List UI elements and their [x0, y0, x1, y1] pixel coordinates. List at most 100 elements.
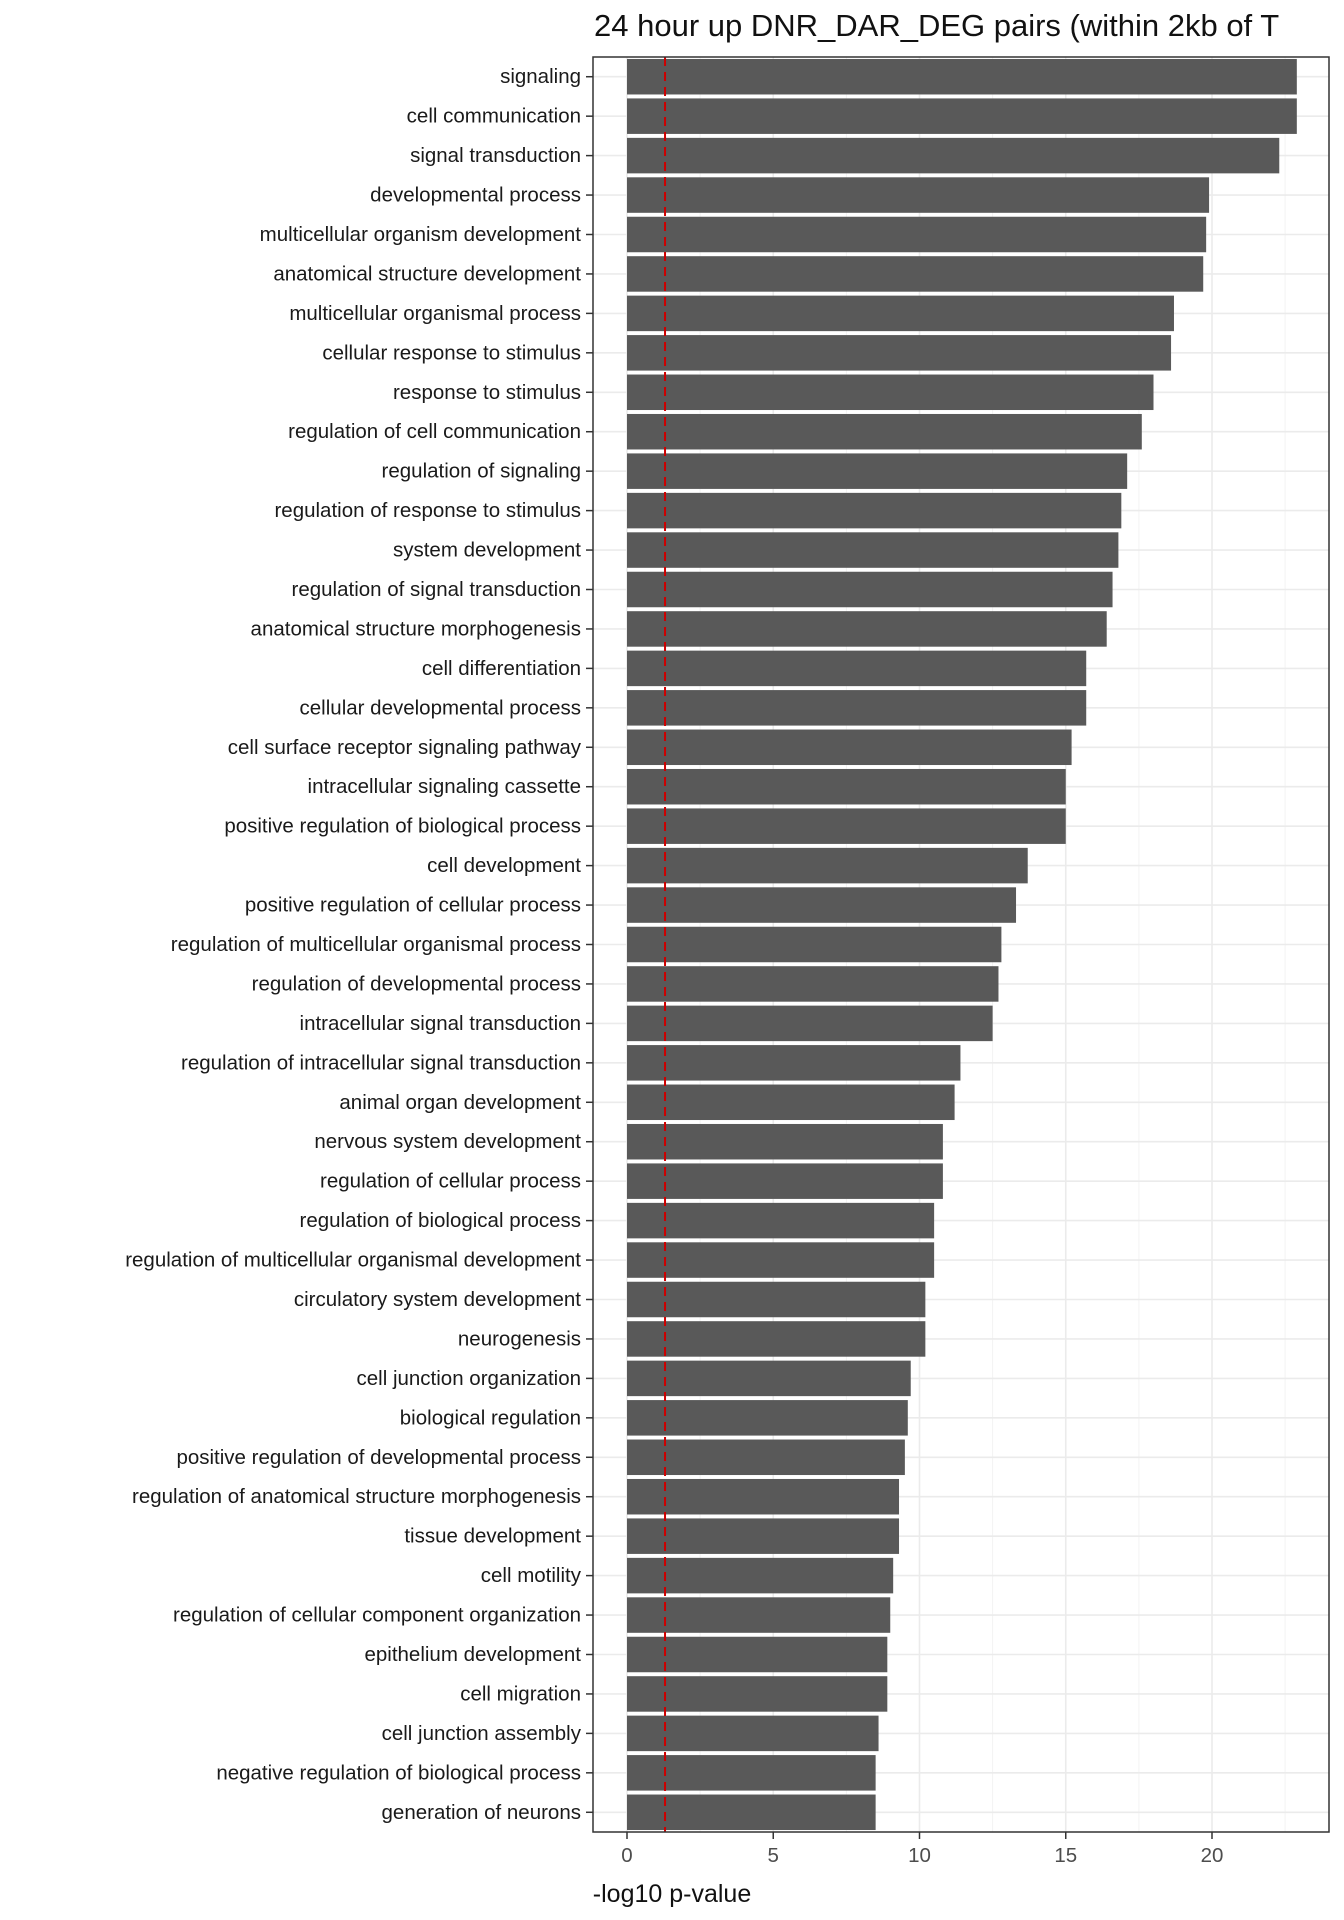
y-tick-label: regulation of intracellular signal trans… — [181, 1051, 581, 1074]
bar — [627, 966, 999, 1002]
bar — [627, 1400, 908, 1436]
y-tick-label: cellular developmental process — [300, 696, 581, 719]
bar — [627, 1202, 935, 1239]
bar — [627, 137, 1280, 174]
bar — [627, 1518, 900, 1554]
y-tick-label: cell development — [427, 854, 581, 877]
bar — [627, 1360, 911, 1397]
y-tick-label: cell motility — [481, 1564, 582, 1587]
bar — [627, 453, 1128, 489]
y-tick-label: intracellular signal transduction — [300, 1012, 581, 1035]
bar — [627, 650, 1087, 687]
y-tick-label: neurogenesis — [458, 1327, 581, 1350]
y-tick-label: regulation of biological process — [300, 1209, 581, 1232]
y-tick-label: cell junction assembly — [382, 1722, 582, 1745]
y-tick-label: developmental process — [370, 184, 581, 207]
y-tick-label: regulation of developmental process — [252, 972, 581, 995]
y-tick-label: cell migration — [460, 1682, 581, 1705]
y-tick-label: nervous system development — [314, 1130, 581, 1153]
y-tick-label: regulation of cell communication — [288, 420, 581, 443]
bar — [627, 1163, 943, 1199]
bar — [627, 1557, 894, 1594]
y-tick-label: epithelium development — [364, 1643, 581, 1666]
bar — [627, 847, 1028, 884]
bar — [627, 611, 1107, 647]
y-tick-label: response to stimulus — [393, 381, 581, 404]
bar — [627, 1794, 876, 1831]
y-tick-label: regulation of multicellular organismal p… — [171, 933, 581, 956]
bar — [627, 1242, 935, 1278]
bar — [627, 177, 1210, 213]
bar — [627, 1676, 888, 1712]
bar — [627, 1123, 943, 1160]
y-tick-label: regulation of multicellular organismal d… — [125, 1249, 581, 1272]
bar — [627, 1715, 879, 1752]
bar — [627, 729, 1072, 766]
chart-title: 24 hour up DNR_DAR_DEG pairs (within 2kb… — [594, 8, 1280, 43]
bar — [627, 768, 1066, 805]
x-tick-label: 10 — [908, 1844, 931, 1867]
y-tick-label: circulatory system development — [294, 1288, 581, 1311]
y-tick-label: multicellular organism development — [260, 223, 582, 246]
y-axis-labels: signaling cell communication signal transd… — [125, 65, 593, 1824]
y-tick-label: cell differentiation — [422, 657, 581, 680]
bar — [627, 1478, 900, 1515]
y-tick-label: positive regulation of developmental pro… — [176, 1446, 581, 1469]
x-tick-label: 15 — [1054, 1844, 1077, 1867]
bar — [627, 1755, 876, 1791]
bar — [627, 690, 1087, 726]
y-tick-label: anatomical structure development — [273, 262, 581, 285]
bar — [627, 374, 1154, 411]
bar — [627, 1636, 888, 1673]
bar — [627, 216, 1207, 253]
y-tick-label: positive regulation of biological proces… — [224, 815, 581, 838]
y-tick-label: regulation of signaling — [382, 460, 581, 483]
bar — [627, 887, 1017, 923]
x-axis: 0 5 10 15 20 — [621, 1832, 1223, 1867]
bar — [627, 926, 1002, 963]
bar — [627, 1045, 961, 1081]
y-tick-label: regulation of response to stimulus — [274, 499, 581, 522]
y-tick-label: regulation of cellular process — [320, 1170, 581, 1193]
bar — [627, 492, 1122, 529]
y-tick-label: cellular response to stimulus — [322, 341, 581, 364]
bar — [627, 1439, 905, 1476]
bar — [627, 1281, 926, 1318]
y-tick-label: generation of neurons — [382, 1801, 581, 1824]
bar — [627, 335, 1172, 371]
bar — [627, 256, 1204, 292]
bar — [627, 295, 1174, 332]
bar — [627, 532, 1119, 568]
y-tick-label: cell communication — [407, 105, 581, 128]
y-tick-label: regulation of signal transduction — [292, 578, 581, 601]
y-tick-label: intracellular signaling cassette — [308, 775, 581, 798]
bar — [627, 1084, 955, 1121]
x-tick-label: 20 — [1201, 1844, 1224, 1867]
y-tick-label: cell junction organization — [357, 1367, 582, 1390]
y-tick-label: anatomical structure morphogenesis — [251, 617, 581, 640]
y-tick-label: regulation of anatomical structure morph… — [132, 1485, 581, 1508]
bar — [627, 1005, 993, 1042]
x-axis-title: -log10 p-value — [592, 1880, 752, 1908]
y-tick-label: signaling — [500, 65, 581, 88]
bar — [627, 571, 1113, 608]
x-tick-label: 5 — [768, 1844, 779, 1867]
y-tick-label: negative regulation of biological proces… — [216, 1761, 581, 1784]
y-tick-label: biological regulation — [400, 1406, 581, 1429]
bar — [627, 98, 1297, 134]
bars — [627, 58, 1297, 1831]
y-tick-label: cell surface receptor signaling pathway — [228, 736, 582, 759]
y-tick-label: tissue development — [404, 1525, 581, 1548]
y-tick-label: system development — [393, 539, 581, 562]
bar — [627, 1597, 891, 1633]
bar — [627, 413, 1142, 450]
y-tick-label: regulation of cellular component organiz… — [173, 1604, 581, 1627]
bar — [627, 808, 1066, 844]
x-tick-label: 0 — [621, 1844, 632, 1867]
y-tick-label: multicellular organismal process — [289, 302, 581, 325]
y-tick-label: signal transduction — [410, 144, 581, 167]
y-tick-label: animal organ development — [339, 1091, 581, 1114]
bar — [627, 58, 1297, 95]
y-tick-label: positive regulation of cellular process — [245, 894, 581, 917]
